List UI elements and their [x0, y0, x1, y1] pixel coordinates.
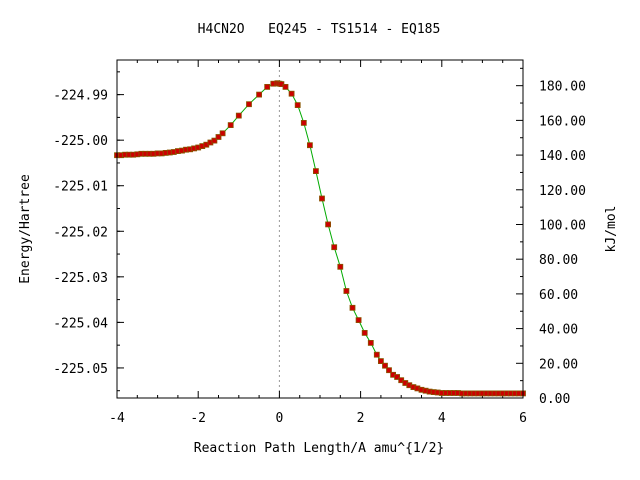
y-tick-label: -225.05: [53, 362, 108, 377]
data-point: [386, 367, 392, 374]
y2-tick-label: 60.00: [539, 288, 578, 303]
data-point: [373, 351, 380, 358]
y2-tick-label: 100.00: [539, 218, 586, 233]
data-series: [114, 80, 526, 397]
x-tick-label: -2: [190, 411, 206, 426]
y-axis-label: Energy/Hartree: [18, 174, 33, 284]
data-point: [246, 101, 252, 108]
data-point: [264, 84, 271, 90]
x-tick-label: 4: [438, 411, 446, 426]
data-point: [361, 329, 368, 336]
x-tick-label: 2: [357, 411, 365, 426]
data-point: [215, 134, 222, 140]
series-line: [117, 82, 523, 394]
y2-tick-label: 160.00: [539, 114, 586, 129]
data-point: [377, 358, 384, 365]
y-tick-label: -225.01: [53, 180, 108, 195]
x-tick-label: -4: [109, 411, 125, 426]
y-tick-label: -225.04: [53, 316, 108, 331]
data-point: [331, 244, 338, 251]
data-point: [256, 91, 263, 98]
chart-title: H4CN2O EQ245 - TS1514 - EQ185: [198, 22, 441, 37]
data-point: [325, 221, 332, 228]
data-point: [227, 122, 234, 128]
data-point: [337, 263, 344, 270]
data-point: [355, 317, 362, 324]
y-tick-label: -225.02: [53, 225, 108, 240]
data-point: [394, 374, 401, 380]
x-tick-label: 0: [275, 411, 283, 426]
data-point: [312, 168, 319, 175]
data-point: [211, 137, 218, 144]
y2-tick-label: 40.00: [539, 323, 578, 338]
data-point: [367, 339, 374, 346]
y-tick-label: -225.00: [53, 134, 108, 149]
y2-axis-label: kJ/mol: [604, 206, 619, 253]
data-point: [235, 112, 242, 119]
data-point: [300, 120, 307, 126]
y2-tick-label: 140.00: [539, 149, 586, 164]
y-tick-label: -225.03: [53, 271, 108, 286]
data-point: [306, 142, 313, 149]
data-point: [343, 288, 350, 294]
y2-tick-label: 0.00: [539, 392, 570, 407]
axis-ticks: [116, 60, 524, 399]
data-point: [282, 84, 289, 90]
plot-frame: [116, 59, 524, 399]
tick-labels: -4 -2 0 2 4 6 -224.99 -225.00 -225.01 -225.02 -225…: [53, 80, 586, 426]
data-point: [294, 102, 301, 108]
x-tick-label: 6: [519, 411, 527, 426]
data-point: [219, 130, 226, 137]
y2-tick-label: 20.00: [539, 357, 578, 372]
y2-tick-label: 80.00: [539, 253, 578, 268]
data-point: [288, 90, 295, 97]
x-axis-label: Reaction Path Length/A amu^{1/2}: [194, 441, 444, 456]
data-point: [319, 195, 325, 202]
data-point: [349, 304, 356, 311]
y2-tick-label: 120.00: [539, 184, 586, 199]
y-tick-label: -224.99: [53, 89, 108, 104]
data-point: [382, 362, 388, 369]
y2-tick-label: 180.00: [539, 80, 586, 95]
